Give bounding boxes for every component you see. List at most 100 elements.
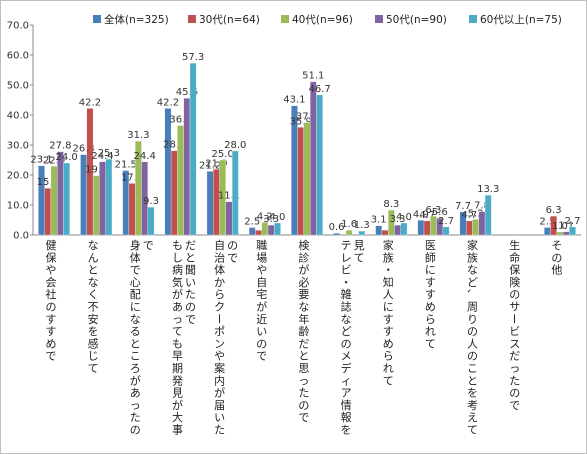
svg-text:生: 生 xyxy=(509,238,520,252)
svg-text:め: め xyxy=(425,301,436,314)
svg-text:人: 人 xyxy=(383,288,394,301)
data-label: 3.3 xyxy=(263,214,279,225)
svg-text:内: 内 xyxy=(214,373,225,387)
svg-text:え: え xyxy=(467,411,478,424)
svg-text:社: 社 xyxy=(46,287,57,301)
data-label: 4.7 xyxy=(461,210,477,221)
svg-text:健: 健 xyxy=(46,239,57,252)
svg-text:職: 職 xyxy=(256,239,267,252)
svg-text:身: 身 xyxy=(130,238,141,252)
svg-text:め: め xyxy=(383,337,394,350)
svg-text:く: く xyxy=(88,288,99,301)
data-label: 36.5 xyxy=(169,115,191,126)
svg-text:か: か xyxy=(214,276,225,289)
svg-text:齢: 齢 xyxy=(298,324,309,338)
svg-text:不: 不 xyxy=(88,301,99,314)
data-label: 5.2 xyxy=(468,208,484,219)
svg-text:人: 人 xyxy=(467,337,478,350)
svg-text:事: 事 xyxy=(172,424,183,437)
data-label: 24.4 xyxy=(134,151,156,162)
data-label: 2.7 xyxy=(438,216,454,227)
data-label: 24.4 xyxy=(91,151,113,162)
svg-text:族: 族 xyxy=(383,250,394,264)
svg-text:ら: ら xyxy=(425,313,436,326)
data-label: 24.0 xyxy=(56,152,78,163)
data-label: 21.9 xyxy=(205,158,227,169)
svg-text:る: る xyxy=(130,325,141,338)
svg-text:宅: 宅 xyxy=(256,287,267,301)
svg-text:や: や xyxy=(214,350,225,363)
data-label: 1.3 xyxy=(354,220,370,231)
svg-text:た: た xyxy=(298,387,309,400)
svg-text:に: に xyxy=(425,264,436,277)
svg-text:レ: レ xyxy=(341,251,352,264)
svg-text:年: 年 xyxy=(298,312,309,326)
bar xyxy=(388,209,395,236)
svg-text:保: 保 xyxy=(46,250,57,264)
svg-text:て: て xyxy=(354,251,365,264)
svg-text:そ: そ xyxy=(551,239,562,252)
bar xyxy=(550,215,557,236)
y-tick-label: 10.0 xyxy=(7,201,29,212)
bar xyxy=(297,127,304,236)
svg-text:期: 期 xyxy=(172,362,183,375)
data-label: 8.3 xyxy=(383,199,399,210)
legend-item: 40代(n=96) xyxy=(281,14,353,26)
svg-text:60代以上(n=75): 60代以上(n=75) xyxy=(480,14,562,26)
bar xyxy=(442,226,450,236)
svg-text:要: 要 xyxy=(298,288,309,301)
svg-text:す: す xyxy=(46,325,57,338)
bar xyxy=(225,201,233,236)
svg-text:考: 考 xyxy=(467,399,478,412)
data-label: 26.8 xyxy=(72,144,94,155)
svg-text:て: て xyxy=(88,362,99,375)
data-label: 9.3 xyxy=(143,196,159,207)
svg-text:れ: れ xyxy=(383,362,394,375)
svg-text:30代(n=64): 30代(n=64) xyxy=(199,14,260,26)
data-label: 4.7 xyxy=(419,210,435,221)
bar xyxy=(86,108,94,236)
svg-text:全体(n=325): 全体(n=325) xyxy=(104,13,169,26)
legend-item: 60代以上(n=75) xyxy=(469,14,562,26)
svg-text:な: な xyxy=(88,239,99,252)
y-tick-label: 60.0 xyxy=(7,51,29,62)
bar xyxy=(569,226,576,236)
data-label: 45.6 xyxy=(176,87,198,98)
bar xyxy=(345,230,353,236)
svg-text:も: も xyxy=(172,337,183,350)
svg-text:保: 保 xyxy=(509,263,520,277)
svg-text:こ: こ xyxy=(130,350,141,363)
svg-text:た: た xyxy=(509,374,520,387)
svg-text:で: で xyxy=(46,350,57,363)
svg-text:れ: れ xyxy=(425,325,436,338)
bar xyxy=(423,220,431,236)
data-label: 2.5 xyxy=(539,217,555,228)
data-label: 7.7 xyxy=(455,201,471,212)
data-label: 2.5 xyxy=(244,217,260,228)
bar xyxy=(206,171,214,236)
svg-text:で: で xyxy=(130,264,141,277)
bar xyxy=(394,224,401,236)
svg-text:心: 心 xyxy=(130,276,141,289)
svg-text:あ: あ xyxy=(172,301,183,314)
svg-text:も: も xyxy=(172,239,183,252)
data-label: 0.6 xyxy=(329,222,345,233)
svg-text:な: な xyxy=(298,301,309,314)
svg-text:た: た xyxy=(214,424,225,437)
svg-text:め: め xyxy=(46,337,57,350)
svg-text:し: し xyxy=(172,251,183,264)
svg-text:病: 病 xyxy=(172,263,183,277)
svg-text:会: 会 xyxy=(46,276,57,289)
svg-text:す: す xyxy=(46,313,57,326)
bar xyxy=(177,125,184,236)
svg-text:て: て xyxy=(467,424,478,437)
bar xyxy=(105,158,113,236)
bar xyxy=(274,222,281,236)
svg-text:テ: テ xyxy=(341,239,352,252)
